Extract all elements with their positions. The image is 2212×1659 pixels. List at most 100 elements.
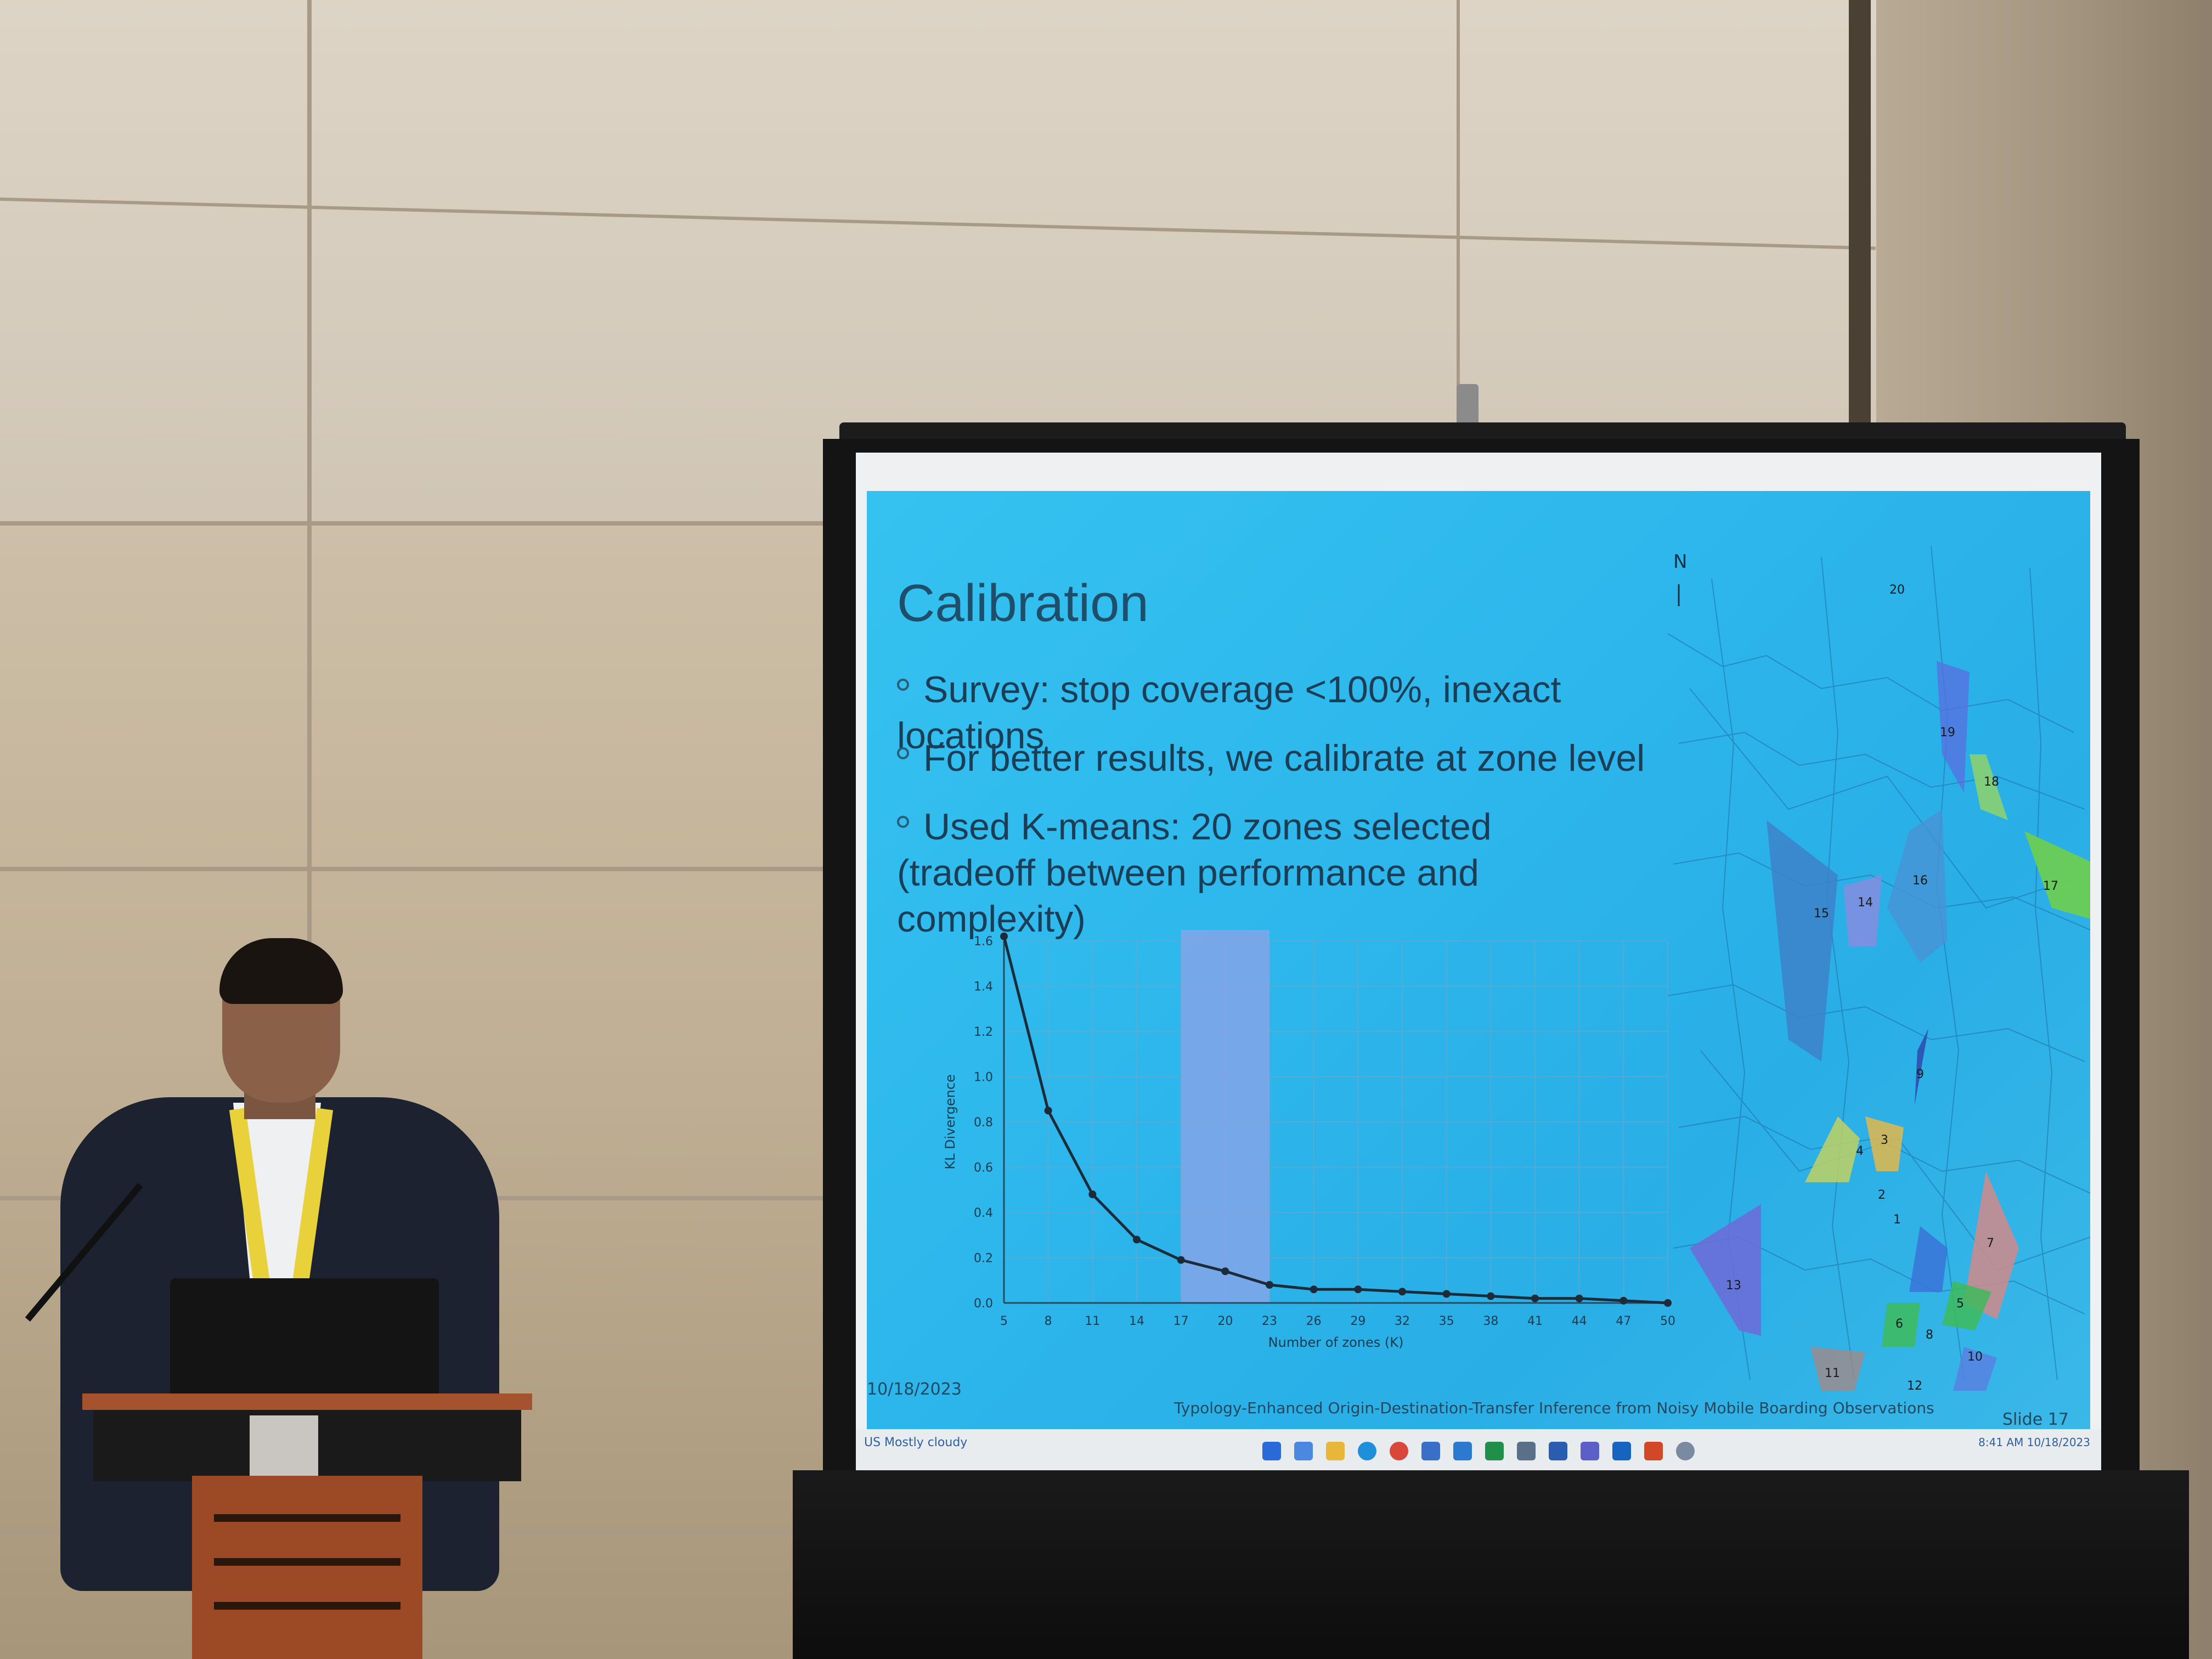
data-point (1310, 1285, 1318, 1294)
y-tick-label: 0.4 (974, 1206, 993, 1220)
zone-label-layer: 1 2 3 4 5 6 7 8 9 10 11 12 13 14 15 16 1… (1726, 583, 2058, 1393)
y-tick-label: 0.8 (974, 1116, 993, 1130)
corner-shadow (1849, 0, 1871, 450)
data-point (1044, 1107, 1052, 1115)
x-tick-label: 5 (1000, 1314, 1008, 1328)
road-network (1667, 545, 2090, 1380)
teams-icon[interactable] (1581, 1442, 1599, 1460)
zone-6 (1882, 1303, 1920, 1347)
outlook-icon[interactable] (1612, 1442, 1631, 1460)
zone-label: 8 (1926, 1328, 1933, 1342)
wall-seam (307, 0, 312, 1659)
x-tick-label: 47 (1616, 1314, 1631, 1328)
chrome-icon[interactable] (1390, 1442, 1408, 1460)
wall-seam (0, 867, 845, 871)
zone-3 (1865, 1116, 1904, 1171)
y-tick-label: 1.2 (974, 1025, 993, 1039)
data-point (1442, 1290, 1451, 1298)
powerpoint-icon[interactable] (1644, 1442, 1663, 1460)
x-tick-label: 20 (1217, 1314, 1233, 1328)
zone-5 (1942, 1281, 1991, 1330)
excel-icon[interactable] (1485, 1442, 1504, 1460)
zone-label: 18 (1984, 775, 1999, 789)
x-axis-label: Number of zones (K) (1268, 1335, 1404, 1350)
zone-7 (1964, 1171, 2019, 1319)
zone-19 (1937, 661, 1970, 793)
zone-13 (1690, 1204, 1761, 1336)
kl-divergence-chart: 5 8 11 14 17 20 23 26 29 32 35 38 41 44 47 50 0.0 0.2 0.4 0… (922, 919, 1712, 1369)
zone-10 (1953, 1347, 1997, 1391)
podium-top (82, 1393, 532, 1410)
chart-svg: 5 8 11 14 17 20 23 26 29 32 35 38 41 44 47 50 0.0 0.2 0.4 0… (943, 930, 1675, 1350)
settings-icon[interactable] (1676, 1442, 1695, 1460)
x-tick-label: 35 (1439, 1314, 1454, 1328)
podium-base (192, 1476, 422, 1659)
zone-16 (1887, 809, 1948, 963)
podium-slat (214, 1514, 400, 1522)
app-icon[interactable] (1517, 1442, 1536, 1460)
bullet-1: Survey: stop coverage <100%, inexact loc… (897, 667, 1676, 759)
wall-seam (0, 521, 845, 526)
zone-label: 5 (1956, 1297, 1964, 1311)
presenter-hair (219, 938, 343, 1004)
y-axis-label: KL Divergence (943, 1074, 958, 1169)
x-tick-label: 14 (1129, 1314, 1144, 1328)
footer-title: Typology-Enhanced Origin-Destination-Tra… (1174, 1399, 1934, 1417)
data-point (1398, 1288, 1406, 1296)
zone-11 (1810, 1347, 1865, 1391)
y-tick-label: 0.2 (974, 1252, 993, 1266)
zone-label: 13 (1726, 1279, 1741, 1293)
y-tick-label: 0.6 (974, 1161, 993, 1175)
mail-icon[interactable] (1453, 1442, 1472, 1460)
browser-icon[interactable] (1358, 1442, 1376, 1460)
taskbar-clock[interactable]: 8:41 AM 10/18/2023 (1978, 1436, 2090, 1449)
taskbar: US Mostly cloudy 8:41 AM 10/18/2023 (856, 1429, 2101, 1473)
zone-label: 6 (1895, 1317, 1903, 1331)
data-point (1531, 1294, 1539, 1302)
zone-label: 1 (1893, 1213, 1901, 1227)
bullet-dot-icon (897, 747, 909, 760)
start-icon[interactable] (1262, 1442, 1281, 1460)
word-icon[interactable] (1549, 1442, 1567, 1460)
search-icon[interactable] (1294, 1442, 1313, 1460)
zone-label: 12 (1907, 1379, 1922, 1391)
data-point (1000, 932, 1008, 940)
zone-9 (1915, 1029, 1928, 1105)
data-point (1354, 1285, 1362, 1294)
taskbar-weather[interactable]: US Mostly cloudy (864, 1436, 968, 1449)
laptop (170, 1278, 439, 1399)
zone-label: 14 (1858, 896, 1873, 910)
podium-slat (214, 1558, 400, 1566)
y-tick-label: 1.0 (974, 1071, 993, 1085)
highlight-band (1181, 930, 1269, 1303)
x-tick-label: 32 (1395, 1314, 1410, 1328)
zone-label: 15 (1814, 907, 1829, 921)
data-point (1133, 1235, 1141, 1244)
bullet-3: Used K-means: 20 zones selected (tradeof… (897, 804, 1583, 942)
zone-label: 4 (1856, 1144, 1864, 1158)
y-tick-label: 0.0 (974, 1297, 993, 1311)
stage-table (793, 1470, 2189, 1659)
folder-icon[interactable] (1326, 1442, 1345, 1460)
store-icon[interactable] (1421, 1442, 1440, 1460)
y-tick-label: 1.4 (974, 980, 993, 994)
zone-label: 20 (1889, 583, 1905, 597)
data-point (1664, 1299, 1672, 1307)
bullet-text: Survey: stop coverage <100%, inexact loc… (897, 669, 1561, 757)
north-label: N (1673, 551, 1687, 573)
zone-4 (1805, 1116, 1860, 1182)
zone-label: 11 (1825, 1367, 1840, 1380)
slide-title: Calibration (897, 574, 1149, 633)
bullet-text: Used K-means: 20 zones selected (tradeof… (897, 806, 1492, 940)
zone-label: 16 (1912, 874, 1928, 888)
zone-label: 19 (1940, 726, 1955, 740)
x-tick-label: 29 (1350, 1314, 1365, 1328)
x-tick-label: 38 (1483, 1314, 1498, 1328)
zone-label: 7 (1987, 1237, 1994, 1250)
zone-label: 10 (1967, 1350, 1983, 1364)
data-point (1177, 1256, 1185, 1264)
x-tick-label: 23 (1262, 1314, 1277, 1328)
zone-17 (2024, 831, 2090, 919)
x-tick-label: 26 (1306, 1314, 1322, 1328)
data-point (1487, 1292, 1495, 1300)
